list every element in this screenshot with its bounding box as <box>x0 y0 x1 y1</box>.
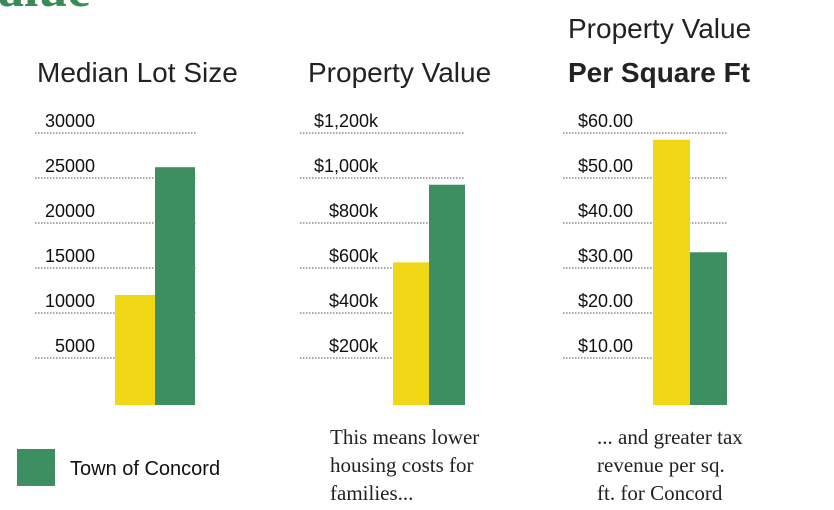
chart-title: Property Value <box>308 57 491 88</box>
chart-subtitle: Per Square Ft <box>568 57 750 88</box>
annotation-line: This means lower <box>330 425 479 449</box>
y-tick-label: 15000 <box>45 246 95 266</box>
bar <box>690 252 727 405</box>
y-tick-label: $30.00 <box>578 246 633 266</box>
annotation-line: housing costs for <box>330 453 474 477</box>
y-tick-label: $1,000k <box>314 156 379 176</box>
bar <box>653 139 690 405</box>
bar <box>393 262 429 405</box>
annotation-line: revenue per sq. <box>597 453 725 477</box>
bar <box>429 184 465 405</box>
y-tick-label: $200k <box>329 336 379 356</box>
y-tick-label: 20000 <box>45 201 95 221</box>
y-tick-label: $1,200k <box>314 111 379 131</box>
y-tick-label: 25000 <box>45 156 95 176</box>
y-tick-label: $60.00 <box>578 111 633 131</box>
legend-label: Town of Concord <box>70 458 220 480</box>
bar <box>155 167 195 405</box>
chart-title: Property Value <box>568 13 751 44</box>
y-tick-label: 10000 <box>45 291 95 311</box>
y-tick-label: $800k <box>329 201 379 221</box>
chart-title: Median Lot Size <box>37 57 238 88</box>
y-tick-label: 30000 <box>45 111 95 131</box>
page-title: alue <box>0 0 90 18</box>
y-tick-label: 5000 <box>55 336 95 356</box>
annotation-line: families... <box>330 481 413 505</box>
y-tick-label: $600k <box>329 246 379 266</box>
y-tick-label: $20.00 <box>578 291 633 311</box>
y-tick-label: $10.00 <box>578 336 633 356</box>
bar <box>115 295 155 405</box>
legend-swatch <box>17 449 55 486</box>
annotation-line: ... and greater tax <box>597 425 743 449</box>
y-tick-label: $50.00 <box>578 156 633 176</box>
y-tick-label: $40.00 <box>578 201 633 221</box>
annotation-line: ft. for Concord <box>597 481 723 505</box>
y-tick-label: $400k <box>329 291 379 311</box>
